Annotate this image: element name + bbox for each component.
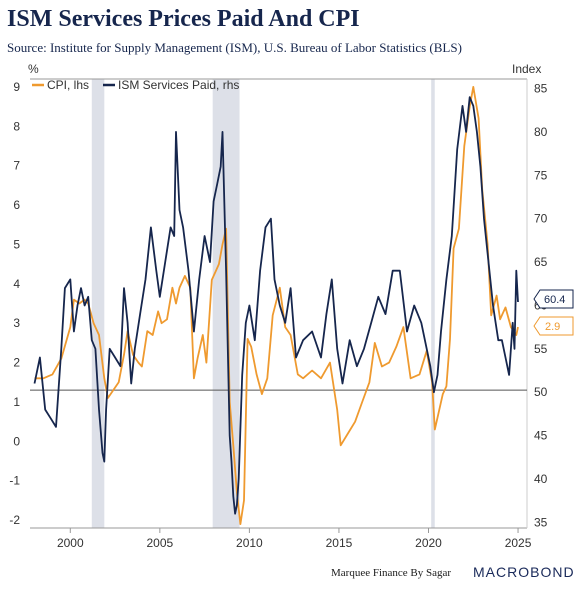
y-right-tick-label: 65 <box>534 255 548 269</box>
y-left-tick-label: 7 <box>13 159 20 173</box>
y-right-tick-label: 50 <box>534 385 548 399</box>
cpi-series-line <box>34 86 519 525</box>
recession-band-0 <box>91 79 105 528</box>
brand-logo-text: MACROBOND <box>473 564 575 580</box>
chart-subtitle: Source: Institute for Supply Management … <box>7 40 462 55</box>
x-tick-label-2020: 2020 <box>415 536 442 550</box>
y-right-tick-label: 70 <box>534 212 548 226</box>
cpi-last-value-tag: 2.9 <box>533 316 574 336</box>
y-left-tick-label: 0 <box>13 434 20 448</box>
y-right-tick-label: 35 <box>534 515 548 529</box>
y-left-tick-label: 6 <box>13 198 20 212</box>
y-left-tick-label: 3 <box>13 316 20 330</box>
x-tick-label-2010: 2010 <box>236 536 263 550</box>
y-right-tick-label: 45 <box>534 429 548 443</box>
y-left-tick-label: 4 <box>13 277 20 291</box>
y-left-tick-label: 2 <box>13 356 20 370</box>
x-tick-label-2015: 2015 <box>326 536 353 550</box>
recession-band-2 <box>431 79 435 528</box>
svg-text:60.4: 60.4 <box>544 294 565 306</box>
y-right-tick-label: 85 <box>534 82 548 96</box>
y-axis-right-label: Index <box>512 62 541 76</box>
y-left-tick-label: 9 <box>13 80 20 94</box>
y-left-tick-label: 5 <box>13 237 20 251</box>
y-right-tick-label: 80 <box>534 125 548 139</box>
y-axis-left-ticks: 9 8 7 6 5 4 3 2 1 0 -1 -2 <box>9 80 20 527</box>
x-tick-label-2025: 2025 <box>505 536 532 550</box>
svg-text:2.9: 2.9 <box>545 321 560 333</box>
y-right-tick-label: 75 <box>534 168 548 182</box>
brand-logo: MACROBOND <box>473 564 575 580</box>
legend-cpi-label: CPI, lhs <box>47 78 89 92</box>
y-left-tick-label: -2 <box>9 513 20 527</box>
ism-last-value-tag: 60.4 <box>533 289 574 309</box>
y-right-tick-label: 40 <box>534 472 548 486</box>
ism-series-line <box>33 96 519 515</box>
legend: CPI, lhs ISM Services Paid, rhs <box>32 78 239 92</box>
chart-title: ISM Services Prices Paid And CPI <box>7 6 360 32</box>
y-left-tick-label: 1 <box>13 395 20 409</box>
y-left-tick-label: 8 <box>13 119 20 133</box>
recession-bands <box>91 79 435 528</box>
x-tick-label-2005: 2005 <box>146 536 173 550</box>
y-axis-left-label: % <box>28 62 39 76</box>
x-tick-label-2000: 2000 <box>57 536 84 550</box>
y-left-tick-label: -1 <box>9 474 20 488</box>
y-right-tick-label: 55 <box>534 342 548 356</box>
credit-text: Marquee Finance By Sagar <box>331 567 452 579</box>
x-axis-ticks: 2000 2005 2010 2015 2020 2025 <box>57 528 532 550</box>
legend-ism-label: ISM Services Paid, rhs <box>118 78 239 92</box>
